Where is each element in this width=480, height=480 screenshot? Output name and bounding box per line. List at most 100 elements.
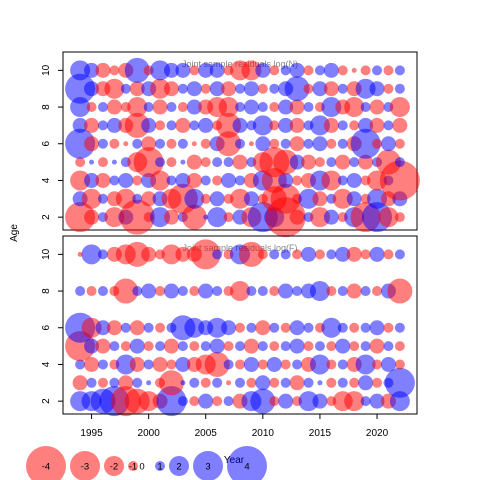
residual-bubble (269, 377, 280, 388)
residual-bubble (369, 99, 385, 115)
legend-bubble (193, 451, 223, 480)
residual-bubble (387, 278, 413, 304)
residual-bubble (369, 393, 385, 409)
y-tick-label: 10 (41, 248, 52, 260)
residual-bubble (216, 131, 242, 157)
residual-bubble (118, 375, 134, 391)
residual-bubble (326, 138, 337, 149)
residual-bubble (312, 191, 328, 207)
residual-bubble (143, 359, 154, 370)
residual-bubble (394, 249, 405, 260)
residual-bubble (350, 128, 381, 159)
residual-bubble (289, 375, 305, 391)
residual-bubble (166, 157, 177, 168)
residual-bubble (360, 396, 371, 407)
residual-bubble (255, 320, 271, 336)
legend-label: -3 (81, 462, 89, 473)
residual-bubble (84, 338, 100, 354)
y-tick-label: 4 (41, 361, 52, 367)
residual-bubble (115, 188, 136, 209)
residual-bubble (278, 393, 294, 409)
residual-bubble (269, 102, 280, 113)
residual-bubble (230, 188, 250, 209)
residual-bubble (337, 359, 348, 370)
y-tick-label: 10 (41, 64, 52, 76)
residual-bubble (177, 286, 188, 297)
residual-bubble (394, 341, 405, 352)
residual-bubble (278, 99, 294, 115)
residual-bubble (221, 81, 237, 97)
residual-bubble (312, 393, 328, 409)
residual-bubble (323, 62, 339, 78)
residual-bubble (163, 283, 179, 299)
residual-bubble (246, 286, 257, 297)
residual-bubble (243, 99, 259, 115)
residual-bubble (65, 73, 96, 104)
residual-bubble (123, 141, 129, 147)
residual-bubble (141, 117, 157, 133)
residual-bubble (84, 81, 100, 97)
residual-bubble (163, 338, 179, 354)
residual-bubble (104, 207, 125, 228)
residual-bubble (109, 65, 120, 76)
residual-bubble (212, 377, 223, 388)
residual-bubble (369, 81, 385, 97)
residual-bubble (141, 246, 157, 262)
residual-bubble (280, 341, 291, 352)
residual-bubble (190, 239, 221, 270)
residual-bubble (95, 172, 111, 188)
residual-bubble (120, 83, 131, 94)
residual-bubble (198, 283, 214, 299)
residual-bubble (358, 117, 374, 133)
residual-bubble (326, 341, 337, 352)
residual-bubble (252, 115, 273, 136)
residual-bubble (323, 117, 339, 133)
x-tick-label: 2005 (195, 428, 218, 439)
residual-bubble (226, 380, 232, 386)
residual-bubble (97, 193, 108, 204)
residual-bubble (152, 99, 168, 115)
residual-bubble (232, 117, 248, 133)
residual-bubble (118, 172, 134, 188)
residual-bubble (289, 320, 305, 336)
residual-bubble (314, 65, 325, 76)
residual-bubble (111, 159, 117, 165)
residual-bubble (200, 157, 211, 168)
residual-bubble (337, 377, 348, 388)
residual-bubble (95, 338, 111, 354)
residual-bubble (95, 62, 111, 78)
residual-bubble (200, 193, 211, 204)
residual-bubble (221, 320, 237, 336)
residual-bubble (81, 188, 102, 209)
residual-bubble (189, 120, 200, 131)
bubble-layer (65, 57, 420, 238)
residual-bubble (143, 102, 154, 113)
bubble-layer (65, 239, 415, 417)
residual-bubble (243, 338, 259, 354)
residual-bubble (246, 377, 257, 388)
residual-bubble (248, 141, 254, 147)
residual-bubble (289, 117, 305, 133)
residual-bubble (235, 102, 245, 113)
residual-bubble (344, 97, 365, 118)
residual-bubble (335, 246, 351, 262)
residual-bubble (189, 286, 200, 297)
residual-bubble (337, 83, 348, 94)
residual-bubble (289, 154, 305, 170)
residual-bubble (84, 209, 100, 225)
residual-bubble (207, 207, 228, 228)
residual-bubble (289, 136, 305, 152)
residual-bubble (332, 188, 353, 209)
x-tick-label: 2000 (138, 428, 161, 439)
residual-bubble (97, 286, 108, 297)
residual-bubble (72, 375, 88, 391)
residual-bubble (317, 380, 323, 386)
residual-bubble (129, 356, 145, 372)
panel-frame (62, 51, 418, 231)
residual-bubble (86, 102, 97, 113)
legend-label: -2 (110, 462, 118, 473)
residual-bubble (349, 341, 360, 352)
residual-bubble (269, 138, 280, 149)
residual-bubble (166, 120, 177, 131)
residual-bubble (269, 341, 280, 352)
